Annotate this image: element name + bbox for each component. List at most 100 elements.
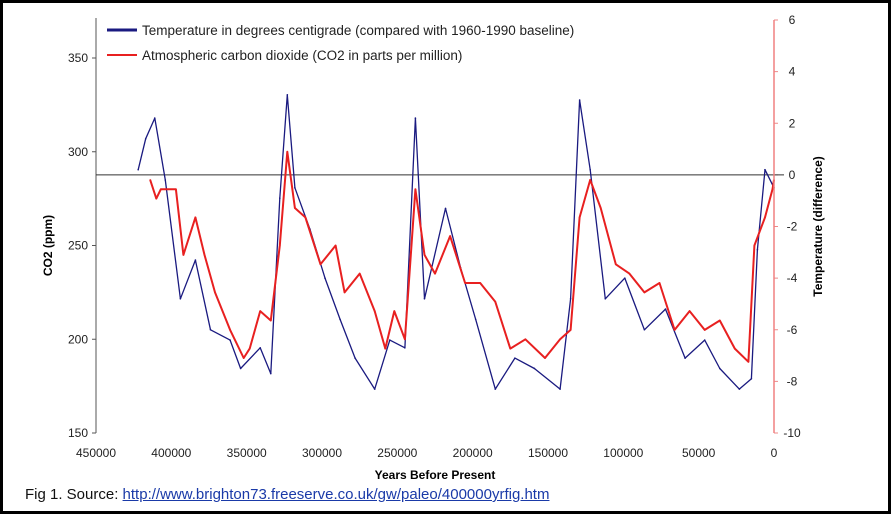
y2-axis-label: Temperature (difference) [811,156,825,296]
co2-point [294,207,296,209]
co2-point [149,179,152,181]
x-tick-label: 0 [771,446,778,460]
y2-tick-label: 6 [789,13,796,27]
co2-point [718,319,721,322]
co2-point [764,216,766,219]
co2-point [343,291,346,294]
x-tick-label: 200000 [453,446,493,460]
temperature-point [604,297,607,300]
co2-point [334,244,337,247]
co2-point [599,207,602,209]
temperature-point [684,357,686,359]
y-tick-label: 350 [68,51,88,65]
temperature-point [389,339,391,341]
temperature-point [569,297,572,300]
temperature-series-line [137,94,775,390]
co2-point [319,263,322,266]
temperature-point [229,339,231,341]
co2-point [734,347,736,350]
caption: Fig 1. Source: http://www.brighton73.fre… [25,486,549,503]
temperature-point [339,318,341,321]
y-tick-label: 300 [68,145,88,159]
y-tick-label: 200 [68,332,88,346]
y2-tick-label: -4 [787,271,798,285]
co2-point [384,347,387,350]
temperature-point [404,347,406,349]
co2-point [494,300,497,303]
temperature-point [423,297,426,300]
y2-tick-label: -6 [787,323,798,337]
co2-point [578,216,581,219]
co2-point [248,347,251,350]
x-tick-label: 300000 [302,446,342,460]
source-link[interactable]: http://www.brighton73.freeserve.co.uk/gw… [122,486,550,503]
temperature-point [578,99,581,101]
temperature-point [589,168,591,171]
temperature-point [239,367,242,370]
x-tick-label: 400000 [151,446,191,460]
temperature-point [643,328,646,331]
co2-point [569,329,572,331]
co2-point [259,310,262,312]
co2-point [434,272,436,275]
temperature-point [444,207,447,210]
co2-point [373,310,376,312]
co2-point [703,329,706,331]
y-axis-label: CO2 (ppm) [41,215,55,276]
temperature-point [259,347,262,349]
y2-tick-label: -2 [787,220,798,234]
temperature-point [703,339,706,341]
co2-point [753,244,756,247]
co2-point [159,188,162,191]
co2-point [182,254,185,256]
co2-point [544,357,546,359]
y2-tick-label: 2 [789,116,796,130]
temperature-point [153,117,156,119]
temperature-point [354,357,356,359]
co2-point [423,254,426,256]
co2-point [628,272,631,275]
co2-point [229,329,231,331]
co2-point [358,272,361,275]
temperature-point [179,297,182,300]
co2-point [643,291,646,294]
temperature-point [738,388,741,390]
x-tick-label: 100000 [603,446,643,460]
temperature-point [474,318,477,321]
temperature-point [137,168,139,171]
co2-point [559,338,561,341]
temperature-point [269,372,272,375]
x-axis-label: Years Before Present [375,468,496,482]
co2-point [589,179,591,181]
co2-point [615,263,617,266]
co2-point [658,282,661,284]
temperature-point [756,248,759,251]
co2-point [279,244,281,247]
figure: 150 200 250 300 350 -10 -8 -6 -4 -2 0 2 4 6 450000 4000… [3,3,888,511]
x-tick-label: 150000 [528,446,568,460]
co2-point [747,360,750,363]
temperature-point [144,137,147,140]
temperature-point [533,367,536,370]
legend-entry: Temperature in degrees centigrade (compa… [142,23,574,38]
co2-point [414,188,417,191]
temperature-point [373,388,376,390]
co2-point [673,329,676,331]
temperature-point [209,328,212,331]
y-tick-label: 250 [68,239,88,253]
co2-point [404,338,406,341]
temperature-point [750,377,753,380]
co2-point [155,197,158,200]
co2-point [269,319,272,322]
co2-point [509,347,512,350]
x-tick-label: 50000 [682,446,716,460]
co2-point [449,235,451,237]
y2-tick-label: 0 [789,168,796,182]
co2-point [479,282,482,284]
co2-point [524,338,527,341]
temperature-point [294,186,296,189]
co2-point [393,310,396,312]
temperature-point [664,308,667,310]
caption-prefix: Fig 1. Source: [25,486,123,503]
temperature-point [624,277,626,279]
